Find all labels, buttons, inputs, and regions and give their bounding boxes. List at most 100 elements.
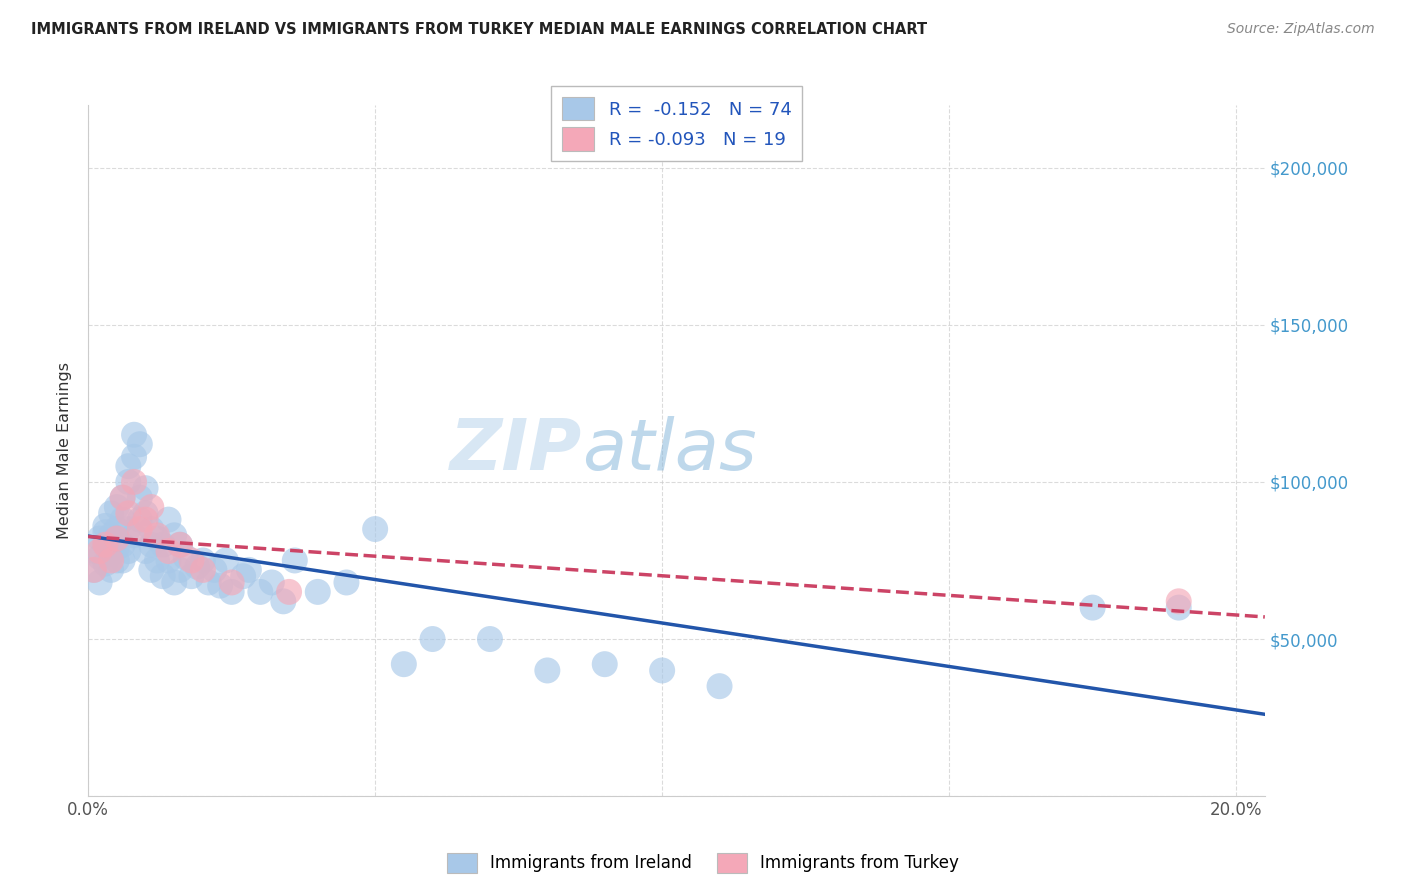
Point (169, 538, 191, 552)
Point (593, 657, 616, 672)
Point (146, 532, 169, 546)
Point (197, 575, 219, 590)
Point (94, 538, 117, 552)
Point (135, 481, 157, 495)
Point (163, 575, 186, 590)
Point (221, 575, 243, 590)
Point (335, 575, 357, 590)
Point (141, 563, 163, 577)
Point (141, 522, 163, 536)
Point (100, 547, 122, 561)
Point (232, 569, 254, 583)
Point (100, 553, 122, 567)
Point (135, 513, 157, 527)
Point (141, 538, 163, 552)
Point (392, 657, 415, 672)
Point (238, 563, 260, 577)
Point (278, 585, 301, 599)
Point (157, 544, 180, 558)
Point (117, 544, 139, 558)
Point (273, 594, 295, 608)
Point (100, 506, 122, 520)
Point (128, 522, 150, 536)
Point (83, 563, 105, 577)
Point (117, 506, 139, 520)
Point (249, 585, 271, 599)
Point (163, 528, 186, 542)
Point (111, 553, 134, 567)
Point (221, 585, 243, 599)
Point (152, 538, 174, 552)
Legend: R =  -0.152   N = 74, R = -0.093   N = 19: R = -0.152 N = 74, R = -0.093 N = 19 (551, 87, 803, 161)
Point (191, 553, 214, 567)
Point (215, 553, 238, 567)
Point (111, 538, 134, 552)
Point (94, 557, 117, 571)
Point (141, 500, 163, 514)
Point (1167, 600, 1189, 615)
Point (364, 522, 387, 536)
Point (651, 664, 673, 678)
Point (117, 459, 139, 474)
Point (89, 575, 111, 590)
Point (169, 563, 191, 577)
Point (307, 585, 329, 599)
Point (169, 538, 191, 552)
Point (157, 513, 180, 527)
Point (536, 664, 558, 678)
Point (83, 563, 105, 577)
Point (122, 427, 145, 442)
Point (204, 563, 226, 577)
Point (105, 553, 128, 567)
Point (122, 475, 145, 489)
Point (89, 550, 111, 565)
Point (180, 569, 202, 583)
Point (122, 450, 145, 464)
Point (94, 538, 117, 552)
Point (89, 544, 111, 558)
Point (83, 544, 105, 558)
Point (122, 528, 145, 542)
Point (284, 553, 307, 567)
Point (94, 525, 117, 540)
Point (128, 491, 150, 505)
Point (117, 475, 139, 489)
Point (709, 679, 731, 693)
Point (1081, 600, 1104, 615)
Point (1167, 594, 1189, 608)
Point (111, 491, 134, 505)
Point (111, 491, 134, 505)
Point (209, 579, 232, 593)
Y-axis label: Median Male Earnings: Median Male Earnings (58, 362, 72, 539)
Point (128, 513, 150, 527)
Point (117, 522, 139, 536)
Point (180, 553, 202, 567)
Point (111, 513, 134, 527)
Point (146, 528, 169, 542)
Point (152, 569, 174, 583)
Point (105, 532, 128, 546)
Text: ZIP: ZIP (450, 416, 582, 485)
Point (89, 532, 111, 546)
Point (478, 632, 501, 646)
Point (105, 500, 128, 514)
Text: atlas: atlas (582, 416, 756, 485)
Point (186, 559, 208, 574)
Point (105, 541, 128, 555)
Point (94, 519, 117, 533)
Legend: Immigrants from Ireland, Immigrants from Turkey: Immigrants from Ireland, Immigrants from… (440, 847, 966, 880)
Point (105, 522, 128, 536)
Point (422, 632, 444, 646)
Point (174, 550, 197, 565)
Point (100, 563, 122, 577)
Point (135, 544, 157, 558)
Point (146, 553, 169, 567)
Text: Source: ZipAtlas.com: Source: ZipAtlas.com (1227, 22, 1375, 37)
Point (191, 563, 214, 577)
Text: IMMIGRANTS FROM IRELAND VS IMMIGRANTS FROM TURKEY MEDIAN MALE EARNINGS CORRELATI: IMMIGRANTS FROM IRELAND VS IMMIGRANTS FR… (31, 22, 927, 37)
Point (100, 528, 122, 542)
Point (135, 506, 157, 520)
Point (157, 553, 180, 567)
Point (260, 575, 283, 590)
Point (128, 437, 150, 451)
